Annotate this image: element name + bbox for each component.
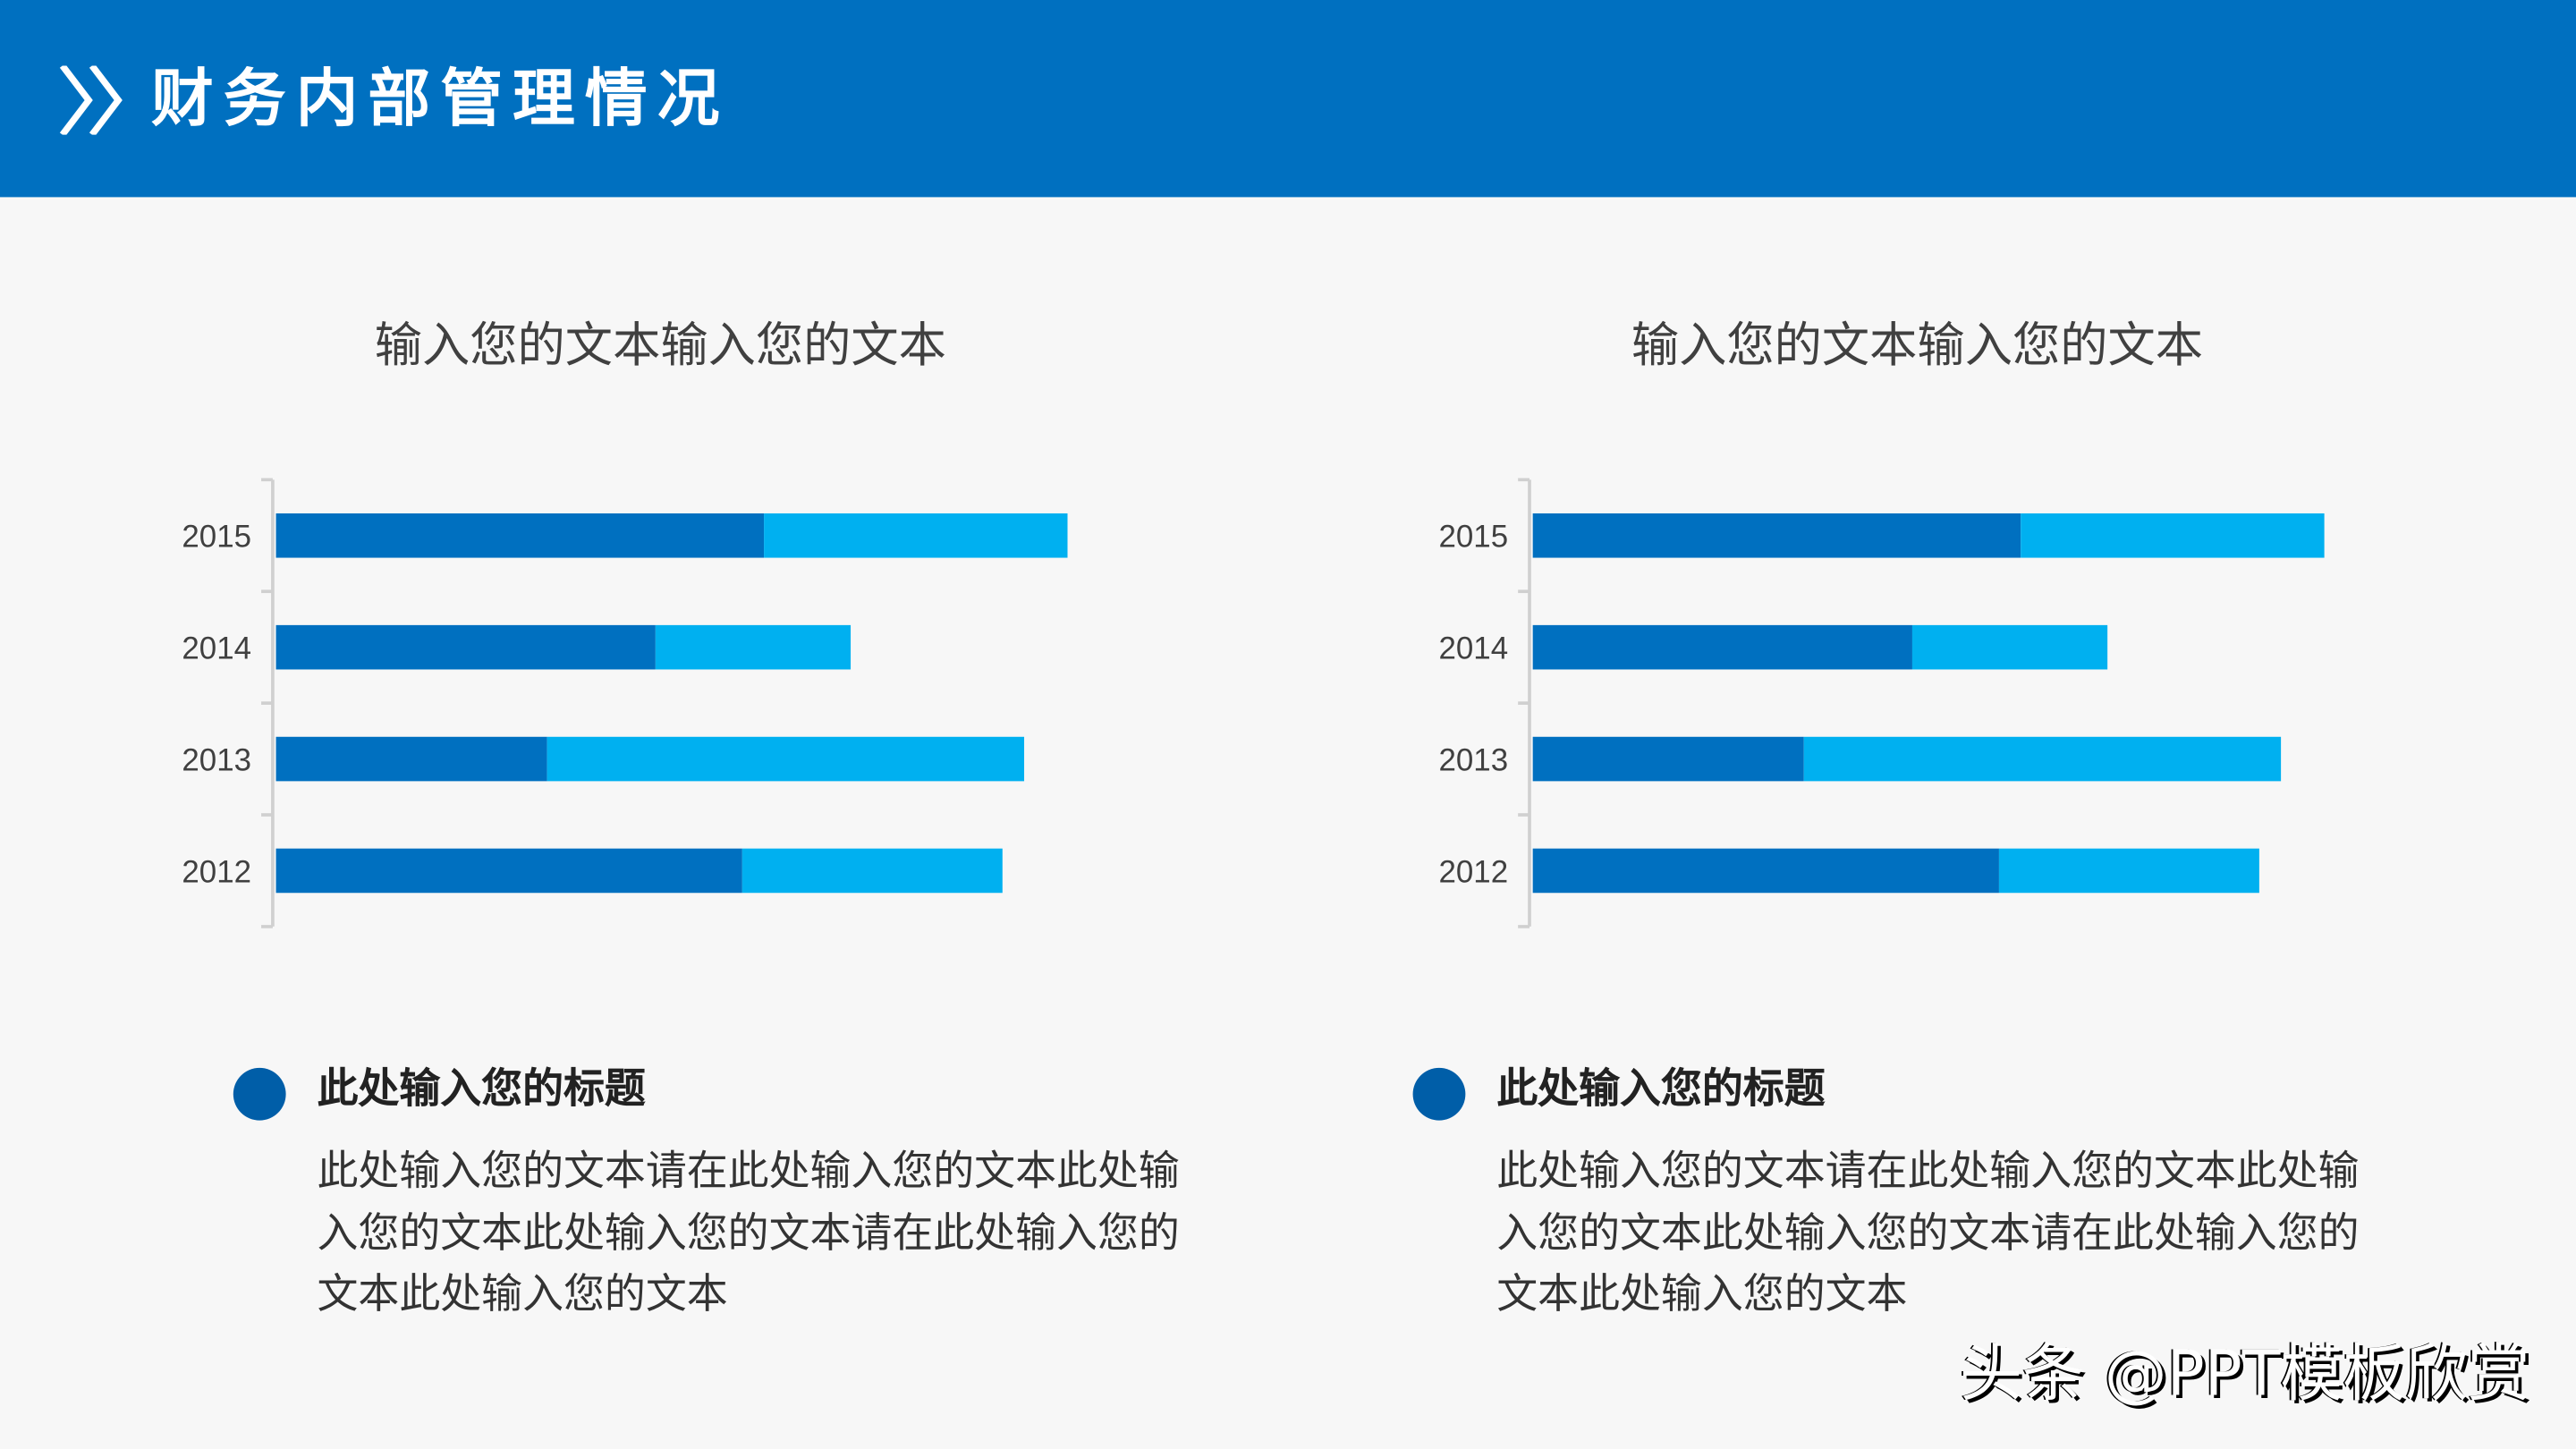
bar-segment-2012-series1 <box>1532 848 1999 894</box>
bar-chart-left: 2015 2014 2013 2012 <box>182 478 1068 928</box>
category-label: 2013 <box>1439 742 1509 777</box>
category-label: 2015 <box>1439 520 1509 555</box>
bar-segment-2013-series2 <box>1803 736 2282 782</box>
bar-segment-2013-series1 <box>1532 736 1804 782</box>
bar-segment-2015-series2 <box>2021 513 2325 558</box>
bar-segment-2015-series1 <box>1532 513 2021 558</box>
bar-segment-2012-series2 <box>1998 848 2259 894</box>
chart-title-right: 输入您的文本输入您的文本 <box>1631 317 2204 373</box>
bar-segment-2014-series1 <box>275 624 656 670</box>
watermark: 头条 @PPT模板欣赏 <box>1959 1337 2530 1410</box>
bar-segment-2014-series2 <box>1911 624 2108 670</box>
bar-segment-2014-series1 <box>1532 624 1912 670</box>
category-label: 2015 <box>182 520 251 555</box>
bullet-dot <box>1412 1067 1466 1121</box>
double-chevron-right-icon <box>59 65 123 135</box>
bar-segment-2015-series1 <box>275 513 765 558</box>
bar-chart-right: 2015 2014 2013 2012 <box>1439 478 2325 928</box>
bar-segment-2014-series2 <box>655 624 852 670</box>
header-bar: 财务内部管理情况 <box>0 0 2576 198</box>
category-label: 2014 <box>182 631 251 666</box>
section-body-left: 此处输入您的文本请在此处输入您的文本此处输入您的文本此处输入您的文本请在此处输入… <box>317 1147 1180 1318</box>
bar-segment-2012-series1 <box>275 848 742 894</box>
chart-title-left: 输入您的文本输入您的文本 <box>374 317 946 373</box>
category-label: 2012 <box>1439 854 1509 889</box>
category-label: 2013 <box>182 742 251 777</box>
bar-segment-2012-series2 <box>741 848 1003 894</box>
category-label: 2014 <box>1439 631 1509 666</box>
category-label: 2012 <box>182 854 251 889</box>
bar-segment-2013-series1 <box>275 736 547 782</box>
page-title: 财务内部管理情况 <box>150 62 730 135</box>
bar-segment-2013-series2 <box>547 736 1025 782</box>
section-title-right: 此处输入您的标题 <box>1496 1064 1826 1113</box>
section-body-right: 此处输入您的文本请在此处输入您的文本此处输入您的文本此处输入您的文本请在此处输入… <box>1496 1147 2360 1318</box>
bullet-dot <box>233 1067 286 1121</box>
section-title-left: 此处输入您的标题 <box>317 1064 646 1113</box>
bar-segment-2015-series2 <box>764 513 1068 558</box>
